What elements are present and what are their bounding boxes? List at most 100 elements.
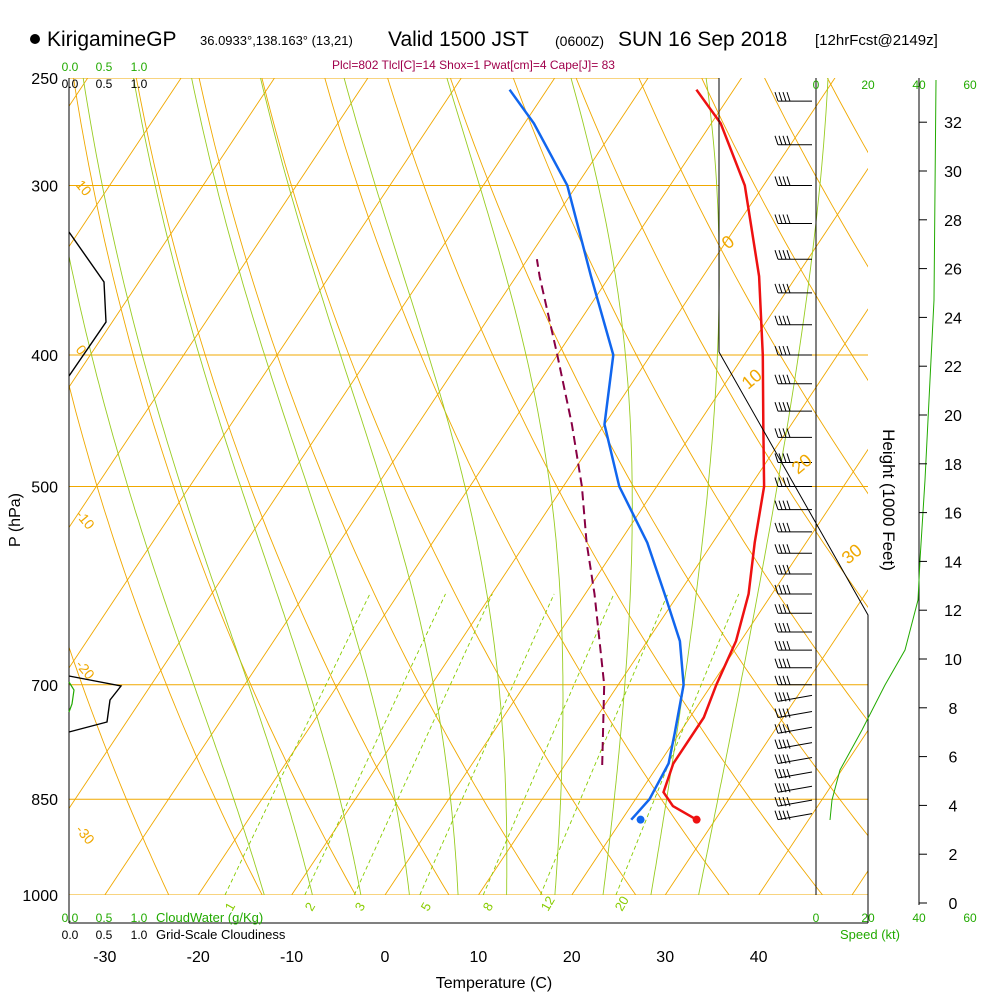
dry-adiabat-line bbox=[324, 78, 730, 895]
wind-barb-flag bbox=[774, 622, 779, 633]
y-axis-title: P (hPa) bbox=[7, 493, 24, 547]
wind-barb-flag bbox=[782, 783, 787, 793]
wind-barb-flag bbox=[782, 522, 787, 533]
cloudiness-scale-top: 1.0 bbox=[131, 77, 148, 91]
wind-barb-flag bbox=[786, 374, 791, 384]
isotherm-line bbox=[69, 78, 369, 529]
wind-barb-flag bbox=[774, 345, 779, 356]
wind-barb-flag bbox=[782, 604, 787, 614]
wind-barb-flag bbox=[778, 810, 783, 820]
wind-barb-flag bbox=[786, 91, 791, 102]
dry-adiabat-label: -20 bbox=[73, 657, 98, 683]
forecast-label: [12hrFcst@2149z] bbox=[815, 32, 938, 49]
mixing-ratio-line bbox=[304, 593, 446, 895]
moist-adiabat-line bbox=[343, 78, 508, 895]
wind-barb-flag bbox=[774, 796, 779, 807]
speed-scale-top: 20 bbox=[861, 78, 875, 92]
mixing-ratio-line bbox=[482, 593, 615, 895]
dry-adiabat-line bbox=[387, 78, 824, 895]
wind-barb-flag bbox=[774, 176, 779, 186]
wind-barb-flag bbox=[786, 708, 791, 718]
wind-barb-flag bbox=[786, 724, 791, 734]
dry-adiabat-line bbox=[939, 54, 1000, 924]
speed-scale-top: 40 bbox=[912, 78, 926, 92]
x-axis-title: Temperature (C) bbox=[436, 975, 552, 992]
mixing-ratio-label: 3 bbox=[352, 900, 369, 914]
dry-adiabat-line bbox=[261, 78, 637, 895]
wind-barb-flag bbox=[778, 522, 783, 533]
cloudiness-scale-top: 0.0 bbox=[62, 77, 79, 91]
height-tick-label: 16 bbox=[944, 506, 962, 523]
wind-barb-flag bbox=[786, 810, 791, 820]
wind-barb-flag bbox=[782, 754, 787, 764]
height-axis-title: Height (1000 Feet) bbox=[879, 429, 898, 571]
cloudwater-scale-bottom: 1.0 bbox=[131, 911, 148, 925]
moist-adiabat-line bbox=[82, 78, 313, 895]
wind-barb-flag bbox=[786, 604, 791, 614]
wind-barb-flag bbox=[778, 176, 783, 186]
mixing-ratio-line bbox=[419, 593, 555, 895]
moist-adiabat-line bbox=[650, 78, 720, 895]
dry-adiabat-line bbox=[449, 78, 868, 837]
wind-barb-flag bbox=[778, 453, 783, 463]
wind-barb-flag bbox=[774, 91, 779, 102]
wind-barb-flag bbox=[782, 739, 787, 749]
wind-barb-flag bbox=[786, 622, 791, 633]
wind-barb bbox=[777, 742, 813, 750]
speed-scale-bottom: 40 bbox=[912, 911, 926, 925]
isotherm-line bbox=[104, 78, 649, 895]
cloudwater-scale-top: 0.5 bbox=[96, 60, 113, 74]
dry-adiabat-line bbox=[73, 78, 357, 895]
height-tick-label: 12 bbox=[944, 603, 962, 620]
pressure-tick-label: 1000 bbox=[22, 888, 58, 905]
cloudiness-profile-lower bbox=[68, 675, 123, 733]
mixing-ratio-line bbox=[224, 593, 371, 895]
speed-label: Speed (kt) bbox=[840, 927, 900, 942]
wind-barb-flag bbox=[778, 283, 783, 294]
isotherm-line bbox=[69, 78, 276, 388]
moist-adiabat-line bbox=[446, 78, 564, 895]
wind-barb-flag bbox=[774, 810, 779, 820]
wind-barb-flag bbox=[778, 739, 783, 749]
wind-barb-flag bbox=[786, 477, 791, 487]
cloudiness-scale-bottom: 0.5 bbox=[96, 928, 113, 942]
isotherm-line bbox=[664, 589, 868, 895]
wind-barb-flag bbox=[778, 315, 783, 325]
wind-barb-flag bbox=[786, 402, 791, 412]
height-tick-label: 10 bbox=[944, 652, 962, 669]
wind-barb-flag bbox=[774, 564, 779, 575]
speed-scale-bottom: 20 bbox=[861, 911, 875, 925]
height-tick-label: 28 bbox=[944, 213, 962, 230]
cloudwater-scale-top: 1.0 bbox=[131, 60, 148, 74]
wind-barb-flag bbox=[782, 135, 787, 145]
wind-barb-flag bbox=[778, 402, 783, 412]
mixing-ratio-line bbox=[615, 593, 740, 895]
temperature-tick-label: 30 bbox=[656, 949, 674, 966]
wind-barb-flag bbox=[786, 345, 791, 356]
isotherm-line bbox=[197, 78, 743, 895]
wind-barb-flag bbox=[782, 584, 787, 595]
wind-barb-flag bbox=[782, 622, 787, 633]
speed-scale-bottom: 0 bbox=[813, 911, 820, 925]
cloudwater-profile bbox=[68, 681, 75, 713]
wind-barb-flag bbox=[774, 640, 779, 651]
parcel-path bbox=[535, 259, 606, 766]
wind-barb-flag bbox=[778, 500, 783, 510]
pressure-tick-label: 400 bbox=[31, 348, 58, 365]
wind-barb-flag bbox=[786, 544, 791, 554]
height-tick-label: 20 bbox=[944, 408, 962, 425]
wind-barb-flag bbox=[786, 675, 791, 685]
wind-barb-flag bbox=[774, 692, 779, 702]
valid-time: Valid 1500 JST bbox=[388, 28, 529, 51]
surface-temperature-point bbox=[692, 815, 701, 824]
wind-barb bbox=[777, 785, 813, 793]
dry-adiabat-line bbox=[701, 78, 868, 382]
wind-barb-flag bbox=[778, 708, 783, 718]
isotherm-line bbox=[384, 167, 868, 895]
wind-barb-flag bbox=[782, 91, 787, 102]
dewpoint-line bbox=[508, 88, 685, 821]
wind-barb-flag bbox=[778, 640, 783, 651]
dry-adiabat-line bbox=[69, 383, 263, 895]
wind-barb-flag bbox=[786, 135, 791, 145]
wind-barb-flag bbox=[778, 250, 783, 260]
